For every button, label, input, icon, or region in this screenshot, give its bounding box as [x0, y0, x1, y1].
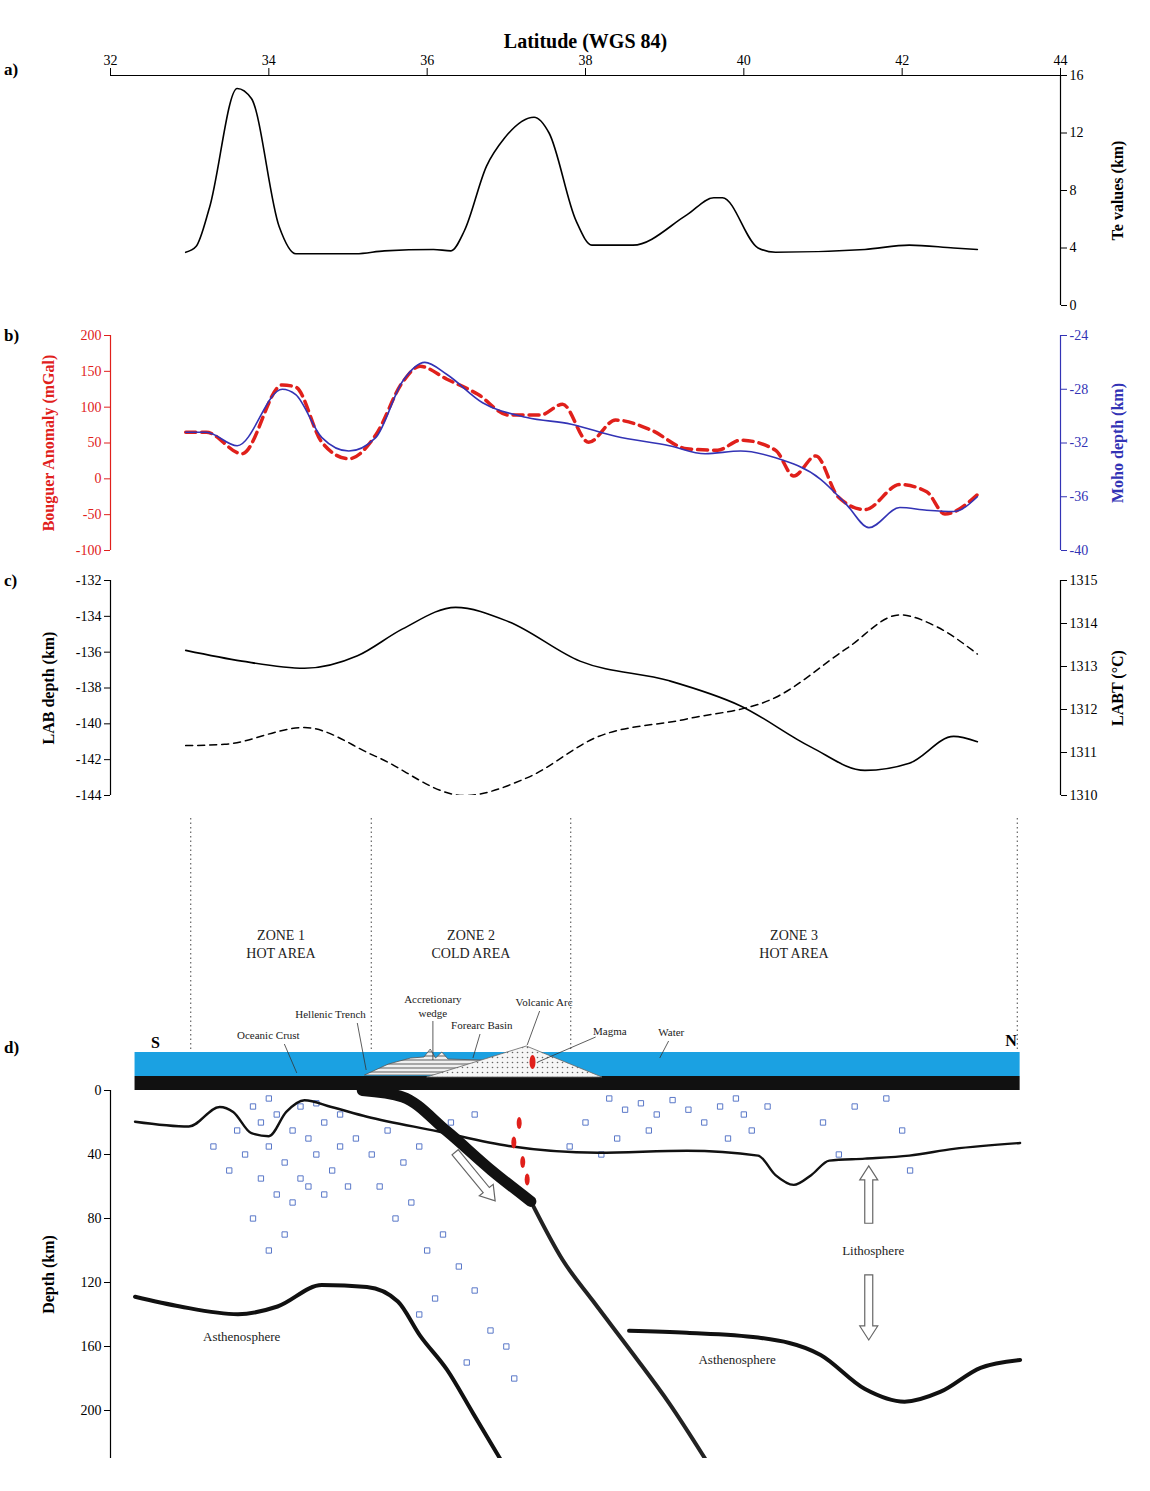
svg-text:42: 42 — [895, 53, 909, 68]
svg-text:200: 200 — [81, 1403, 102, 1418]
svg-text:80: 80 — [88, 1211, 102, 1226]
svg-text:-36: -36 — [1070, 489, 1089, 504]
svg-text:Moho depth (km): Moho depth (km) — [1109, 383, 1127, 503]
svg-text:N: N — [1005, 1032, 1017, 1049]
svg-text:Accretionary: Accretionary — [404, 993, 462, 1005]
svg-text:-132: -132 — [76, 573, 102, 588]
svg-text:50: 50 — [88, 435, 102, 450]
svg-text:LAB depth (km): LAB depth (km) — [40, 632, 58, 745]
svg-text:-100: -100 — [76, 543, 102, 558]
svg-text:wedge: wedge — [419, 1007, 448, 1019]
svg-text:Depth (km): Depth (km) — [40, 1235, 58, 1314]
svg-text:160: 160 — [81, 1339, 102, 1354]
svg-text:Latitude (WGS 84): Latitude (WGS 84) — [504, 30, 667, 53]
svg-text:40: 40 — [88, 1147, 102, 1162]
svg-text:Te values (km): Te values (km) — [1109, 141, 1127, 241]
svg-text:120: 120 — [81, 1275, 102, 1290]
svg-text:Bouguer Anomaly (mGal): Bouguer Anomaly (mGal) — [40, 355, 58, 532]
svg-text:100: 100 — [81, 400, 102, 415]
svg-text:HOT AREA: HOT AREA — [759, 946, 829, 961]
svg-text:16: 16 — [1070, 68, 1084, 83]
svg-text:ZONE 1: ZONE 1 — [257, 928, 305, 943]
svg-text:ZONE 2: ZONE 2 — [447, 928, 495, 943]
svg-text:Asthenosphere: Asthenosphere — [203, 1329, 280, 1344]
svg-text:200: 200 — [81, 328, 102, 343]
svg-text:150: 150 — [81, 364, 102, 379]
svg-text:1314: 1314 — [1070, 616, 1098, 631]
svg-text:Water: Water — [658, 1026, 684, 1038]
html-text:d): d) — [4, 1038, 20, 1057]
svg-text:12: 12 — [1070, 125, 1084, 140]
svg-text:0: 0 — [95, 471, 102, 486]
svg-text:S: S — [151, 1034, 160, 1051]
html-text:a): a) — [4, 60, 19, 79]
svg-text:1310: 1310 — [1070, 788, 1098, 803]
html-text:b): b) — [4, 326, 20, 345]
svg-text:Asthenosphere: Asthenosphere — [698, 1352, 775, 1367]
svg-text:Magma: Magma — [593, 1025, 627, 1037]
svg-text:-138: -138 — [76, 680, 102, 695]
svg-text:8: 8 — [1070, 183, 1077, 198]
svg-text:32: 32 — [104, 53, 118, 68]
svg-text:HOT AREA: HOT AREA — [246, 946, 316, 961]
svg-text:0: 0 — [95, 1083, 102, 1098]
svg-text:Oceanic Crust: Oceanic Crust — [237, 1029, 300, 1041]
html-text:c): c) — [4, 571, 18, 590]
svg-text:1312: 1312 — [1070, 702, 1098, 717]
svg-text:-134: -134 — [76, 609, 102, 624]
svg-text:1311: 1311 — [1070, 745, 1097, 760]
svg-text:1315: 1315 — [1070, 573, 1098, 588]
svg-text:Hellenic Trench: Hellenic Trench — [295, 1008, 366, 1020]
svg-text:-28: -28 — [1070, 382, 1089, 397]
svg-text:-144: -144 — [76, 788, 102, 803]
svg-text:0: 0 — [1070, 298, 1077, 313]
svg-text:-136: -136 — [76, 645, 102, 660]
svg-text:-24: -24 — [1070, 328, 1089, 343]
svg-text:COLD AREA: COLD AREA — [432, 946, 512, 961]
svg-text:40: 40 — [737, 53, 751, 68]
svg-text:-140: -140 — [76, 716, 102, 731]
svg-text:LABT (°C): LABT (°C) — [1109, 650, 1127, 726]
svg-text:4: 4 — [1070, 240, 1077, 255]
svg-text:-32: -32 — [1070, 435, 1089, 450]
svg-text:-40: -40 — [1070, 543, 1089, 558]
svg-text:Lithosphere: Lithosphere — [842, 1243, 904, 1258]
svg-text:-50: -50 — [83, 507, 102, 522]
svg-text:-142: -142 — [76, 752, 102, 767]
svg-text:38: 38 — [579, 53, 593, 68]
svg-text:ZONE 3: ZONE 3 — [770, 928, 818, 943]
svg-text:Forearc Basin: Forearc Basin — [451, 1019, 513, 1031]
svg-text:34: 34 — [262, 53, 276, 68]
svg-text:36: 36 — [420, 53, 434, 68]
svg-text:Volcanic Arc: Volcanic Arc — [516, 996, 573, 1008]
svg-text:44: 44 — [1054, 53, 1068, 68]
svg-text:1313: 1313 — [1070, 659, 1098, 674]
